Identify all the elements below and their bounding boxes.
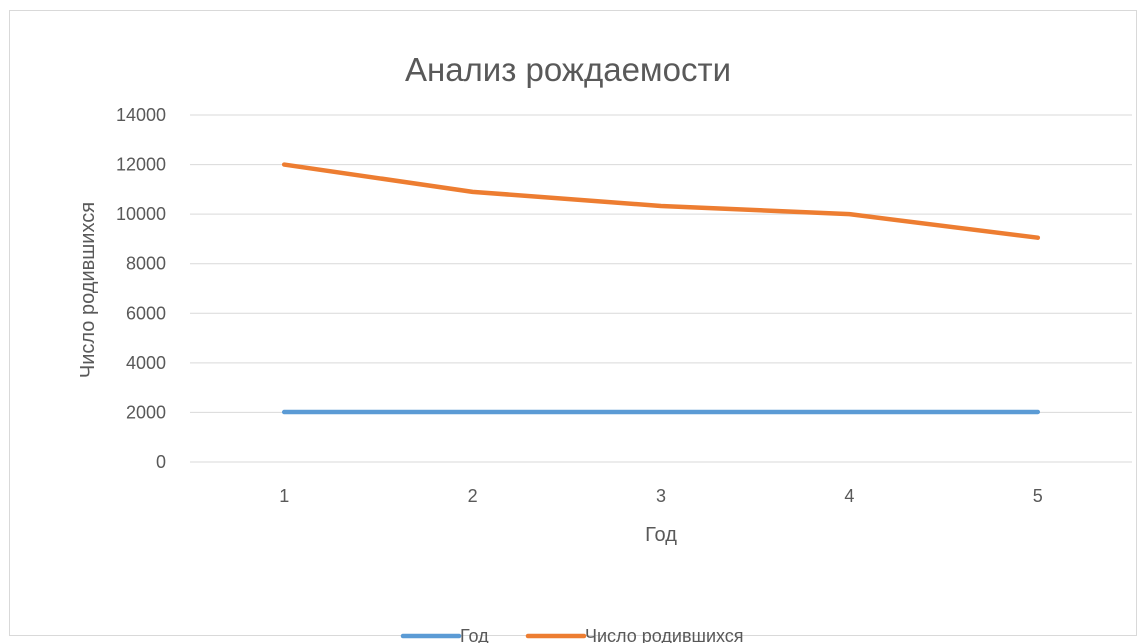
data-point [848,213,850,215]
series-lines [281,162,1041,415]
y-tick-label: 10000 [116,204,166,224]
y-tick-label: 4000 [126,353,166,373]
y-tick-label: 0 [156,452,166,472]
y-tick-label: 8000 [126,254,166,274]
series-line-2 [281,162,1041,240]
x-tick-label: 3 [656,486,666,506]
y-tick-label: 14000 [116,105,166,125]
data-point [660,411,662,413]
x-tick-label: 1 [279,486,289,506]
y-axis-title: Число родившихся [77,202,99,378]
legend: Год Число родившихся [400,626,744,643]
data-point [283,164,285,166]
legend-label-1: Год [460,626,489,643]
x-tick-label: 2 [468,486,478,506]
chart-title: Анализ рождаемости [405,51,731,88]
x-tick-label: 4 [844,486,854,506]
data-point [1037,237,1039,239]
data-point [283,411,285,413]
chart-frame [9,10,1137,636]
x-axis-title: Год [645,524,677,546]
data-point [472,411,474,413]
y-tick-label: 12000 [116,155,166,175]
x-tick-label: 5 [1033,486,1043,506]
data-point [660,205,662,207]
y-tick-label: 2000 [126,402,166,422]
y-tick-label: 6000 [126,303,166,323]
x-axis-tick-labels: 1 2 3 4 5 [279,486,1043,506]
legend-label-2: Число родившихся [585,626,744,643]
data-point [848,411,850,413]
data-point [1037,411,1039,413]
y-axis-tick-labels: 0 2000 4000 6000 8000 10000 12000 14000 [116,105,166,472]
data-point [472,191,474,193]
